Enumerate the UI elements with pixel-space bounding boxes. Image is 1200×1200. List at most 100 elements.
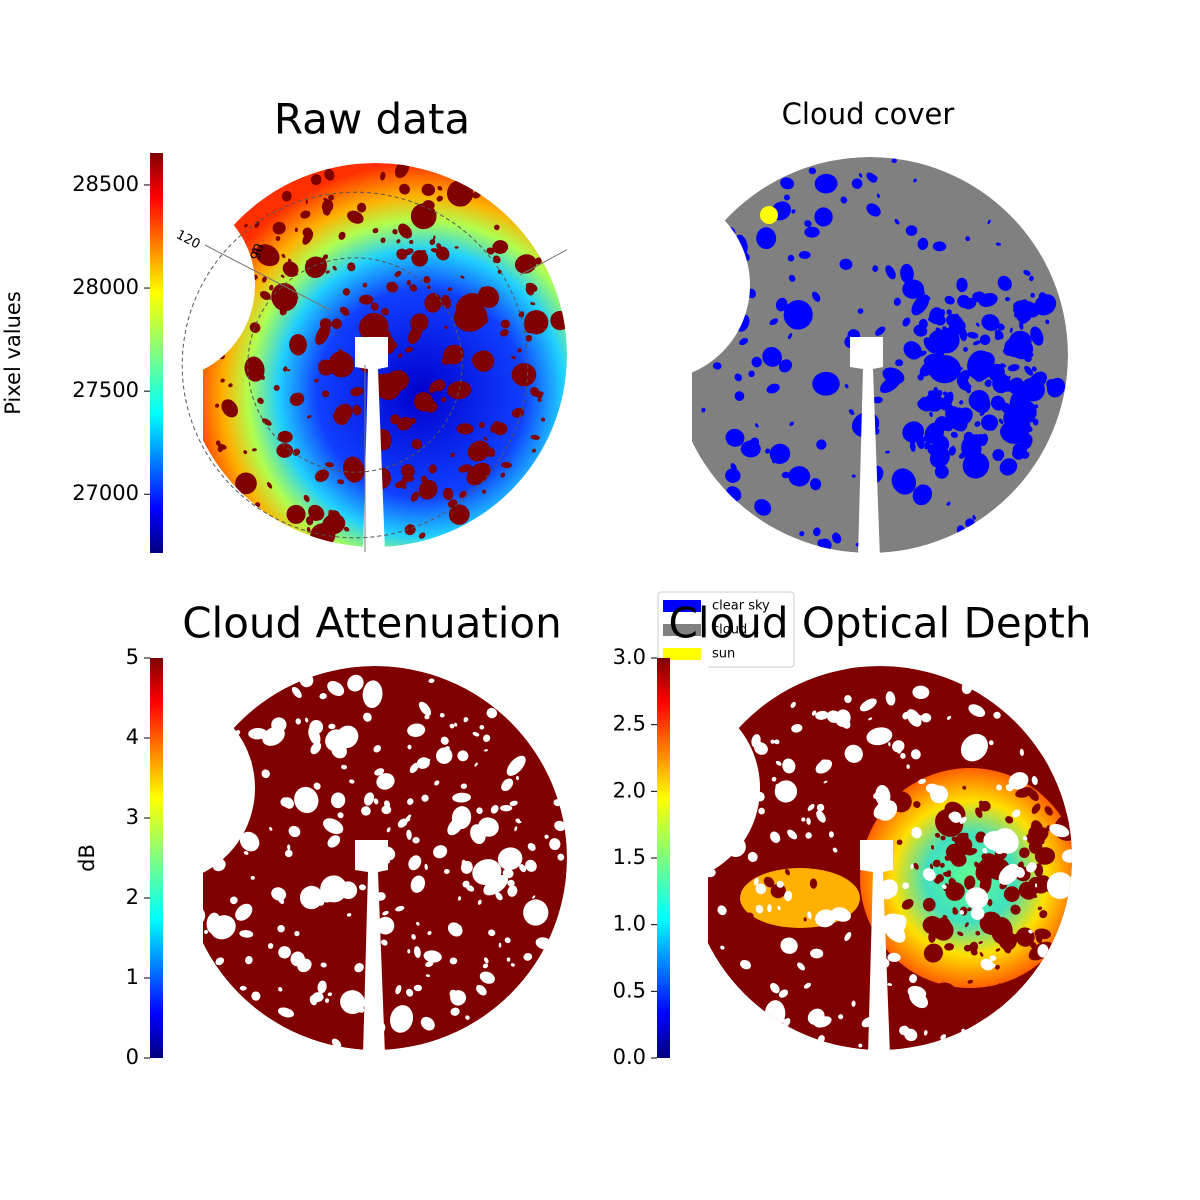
sky-blob: [262, 276, 267, 283]
sky-blob: [373, 745, 381, 753]
sky-blob: [277, 925, 285, 933]
sky-blob: [407, 744, 412, 750]
sky-blob: [465, 1015, 470, 1020]
sky-blob: [476, 807, 483, 815]
mast-mask: [355, 337, 388, 552]
sky-blob: [1006, 941, 1014, 950]
sky-blob: [323, 818, 344, 835]
sky-blob: [327, 835, 341, 848]
sky-blob: [791, 723, 803, 733]
sky-blob: [1061, 849, 1072, 863]
sky-blob: [374, 768, 385, 776]
sky-blob: [506, 755, 526, 776]
sky-blob: [978, 1017, 983, 1021]
sky-blob: [781, 471, 790, 479]
sky-blob: [408, 324, 422, 345]
sky-blob: [808, 978, 814, 983]
sky-blob: [984, 320, 990, 327]
polar-grid: [204, 244, 331, 311]
sky-blob: [902, 421, 925, 443]
sky-blob: [495, 892, 503, 901]
sky-blob: [331, 318, 342, 330]
sky-blob: [784, 890, 793, 902]
sky-blob: [1022, 836, 1028, 841]
colorbar: [150, 658, 163, 1058]
sky-blob: [474, 762, 478, 767]
sky-blob: [959, 400, 964, 405]
sky-blob: [444, 325, 449, 329]
sky-blob: [843, 666, 868, 680]
sky-blob: [286, 369, 291, 372]
sky-blob: [783, 194, 791, 201]
sky-blob: [425, 961, 434, 967]
sky-blob: [979, 911, 1003, 935]
sky-blob: [893, 892, 897, 896]
sky-blob: [261, 769, 270, 779]
sky-blob: [406, 829, 412, 840]
sky-blob: [452, 792, 472, 803]
sky-blob: [812, 291, 821, 302]
sky-blob: [287, 844, 291, 851]
sky-blob: [878, 714, 883, 720]
sky-blob: [386, 827, 391, 833]
sky-blob: [424, 293, 442, 313]
sky-blob: [451, 806, 472, 830]
sky-blob: [514, 826, 518, 832]
sky-blob: [479, 422, 485, 428]
sky-blob: [483, 436, 488, 441]
sky-blob: [933, 387, 938, 392]
sky-blob: [964, 922, 969, 928]
sky-blob: [308, 726, 321, 746]
sky-blob: [1038, 292, 1047, 300]
sky-blob: [488, 929, 496, 937]
sky-blob: [442, 487, 454, 501]
sky-blob: [479, 724, 485, 730]
sky-blob: [291, 686, 302, 699]
sky-blob: [843, 823, 848, 828]
sky-blob: [1016, 308, 1030, 323]
sky-blob: [445, 746, 450, 751]
sky-blob: [324, 998, 330, 1003]
sky-blob: [965, 236, 971, 242]
sky-blob: [519, 864, 527, 873]
sky-blob: [363, 327, 371, 335]
sky-blob: [1037, 944, 1049, 958]
sky-blob: [328, 723, 336, 730]
sky-blob: [872, 396, 883, 404]
sky-blob: [380, 237, 386, 244]
sky-blob: [395, 984, 402, 995]
sky-blob: [730, 888, 742, 898]
sky-blob: [783, 300, 813, 330]
sky-blob: [493, 255, 501, 264]
sky-blob: [245, 955, 253, 965]
sky-blob: [894, 218, 900, 225]
sky-blob: [982, 853, 998, 868]
sky-blob: [826, 1031, 831, 1037]
sky-blob: [425, 974, 431, 977]
sky-blob: [875, 785, 891, 807]
sky-blob: [325, 729, 346, 752]
sky-blob: [832, 532, 842, 544]
sky-blob: [407, 949, 411, 954]
sky-blob: [946, 715, 952, 720]
sky-blob: [891, 158, 897, 164]
sky-blob: [409, 239, 414, 245]
sky-blob: [293, 295, 299, 300]
sky-blob: [423, 276, 431, 284]
legend-label: sun: [712, 647, 735, 662]
sky-blob: [511, 355, 516, 360]
sky-blob: [940, 1034, 947, 1040]
sky-blob: [350, 386, 364, 397]
sky-blob: [980, 958, 994, 971]
sky-blob: [863, 951, 873, 963]
sky-blob: [905, 225, 918, 236]
sky-blob: [527, 843, 536, 851]
sky-blob: [483, 734, 491, 743]
sky-blob: [530, 302, 536, 306]
sky-blob: [906, 764, 910, 769]
sky-blob: [428, 381, 439, 394]
sky-blob: [978, 1000, 984, 1007]
sky-blob: [458, 464, 472, 473]
sky-blob: [962, 688, 967, 694]
sky-blob: [910, 863, 914, 870]
